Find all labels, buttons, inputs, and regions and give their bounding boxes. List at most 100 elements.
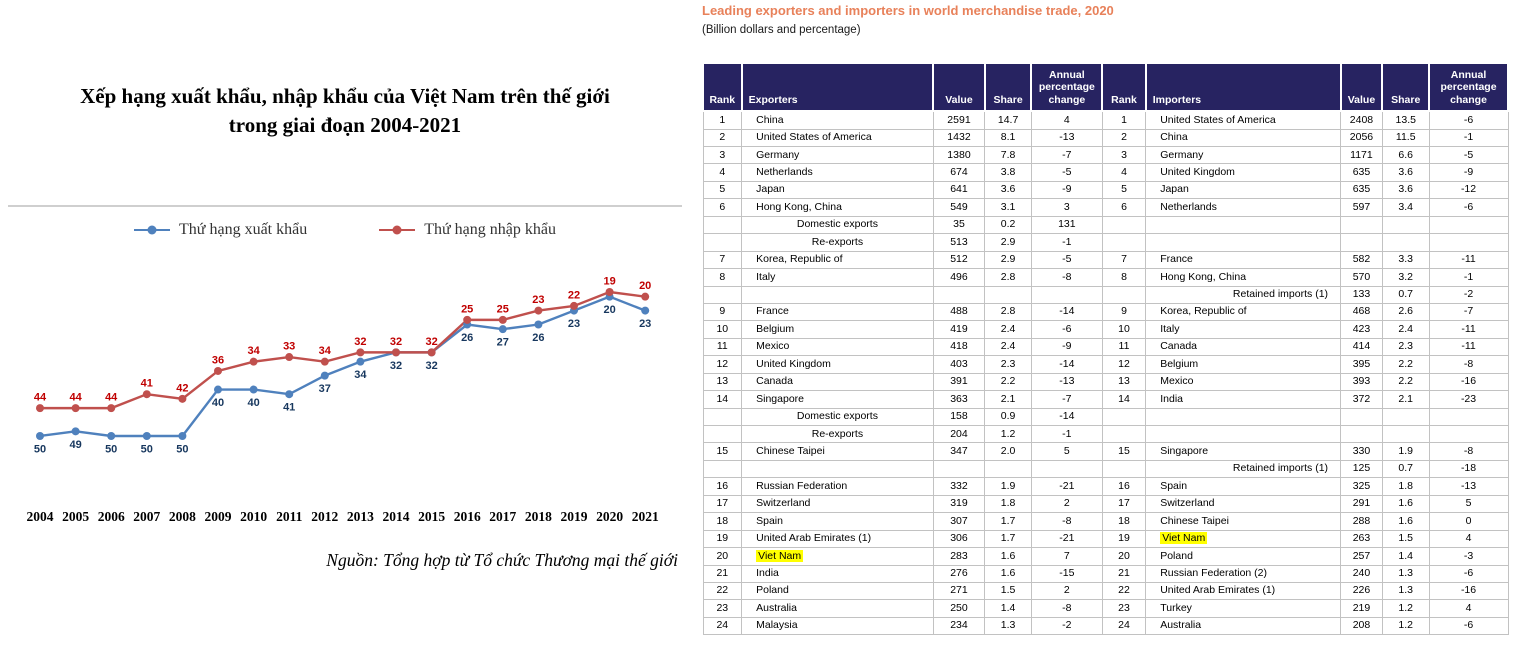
value-cell: 1.6 xyxy=(1381,512,1430,531)
value-cell: -8 xyxy=(1030,512,1103,531)
data-label: 50 xyxy=(176,443,188,455)
data-point xyxy=(641,292,650,301)
value-cell: 496 xyxy=(932,268,986,287)
country-cell: Italy xyxy=(1145,320,1342,339)
country-cell: Viet Nam xyxy=(741,547,934,566)
data-point xyxy=(249,357,258,366)
country-cell: Retained imports (1) xyxy=(1145,459,1342,479)
country-cell: Poland xyxy=(741,581,934,601)
table-row: 20 Viet Nam 283 1.6 7 20 Poland 257 1.4 -3 xyxy=(702,547,1509,566)
value-cell: 1.2 xyxy=(1381,599,1430,618)
legend-line-marker-icon xyxy=(134,225,171,235)
value-cell: 11 xyxy=(1101,337,1147,357)
table-row: 12 United Kingdom 403 2.3 -14 12 Belgium 395 2.2… xyxy=(702,355,1509,374)
value-cell: 13 xyxy=(702,372,743,392)
country-cell xyxy=(1145,424,1342,444)
country-cell xyxy=(741,285,934,304)
value-cell xyxy=(702,407,743,427)
chart-title-line1: Xếp hạng xuất khẩu, nhập khẩu của Việt N… xyxy=(80,84,610,108)
value-cell: 403 xyxy=(932,355,986,374)
country-cell xyxy=(1145,233,1342,252)
value-cell: -11 xyxy=(1428,337,1509,357)
data-label: 26 xyxy=(461,332,473,344)
chart-title: Xếp hạng xuất khẩu, nhập khẩu của Việt N… xyxy=(20,82,670,141)
country-cell: Mexico xyxy=(741,337,934,357)
chart-panel: Xếp hạng xuất khẩu, nhập khẩu của Việt N… xyxy=(0,0,690,648)
value-cell: -12 xyxy=(1428,180,1509,200)
value-cell: 1.2 xyxy=(984,424,1032,444)
value-cell xyxy=(1340,424,1383,444)
data-label: 37 xyxy=(319,383,331,395)
value-cell: 19 xyxy=(1101,529,1147,549)
col-header-rank-importers: Rank xyxy=(1101,61,1147,113)
value-cell: -8 xyxy=(1428,355,1509,374)
value-cell: 2.3 xyxy=(1381,337,1430,357)
value-cell: 7 xyxy=(1030,547,1103,566)
value-cell: -6 xyxy=(1428,110,1509,130)
value-cell: 3.6 xyxy=(1381,163,1430,182)
value-cell: 12 xyxy=(1101,355,1147,374)
value-cell: 13.5 xyxy=(1381,110,1430,130)
value-cell: 2 xyxy=(1030,494,1103,514)
value-cell: 7 xyxy=(1101,250,1147,270)
legend-item-import: Thứ hạng nhập khẩu xyxy=(379,221,556,239)
data-label: 19 xyxy=(603,276,615,288)
col-header-annual-change-importers: Annual percentage change xyxy=(1428,61,1509,113)
value-cell xyxy=(702,215,743,235)
value-cell: 2.9 xyxy=(984,250,1032,270)
value-cell: -1 xyxy=(1030,233,1103,252)
value-cell: -6 xyxy=(1428,564,1509,583)
table-row: 17 Switzerland 319 1.8 2 17 Switzerland 291 1.6 5 xyxy=(702,494,1509,514)
data-label: 32 xyxy=(390,360,402,372)
value-cell: 2 xyxy=(1101,128,1147,148)
value-cell: 2.1 xyxy=(1381,390,1430,409)
x-axis-label: 2013 xyxy=(347,509,374,524)
value-cell: -23 xyxy=(1428,390,1509,409)
value-cell xyxy=(1340,407,1383,427)
value-cell: 1380 xyxy=(932,145,986,165)
value-cell: 8 xyxy=(1101,268,1147,287)
value-cell: 512 xyxy=(932,250,986,270)
country-cell: Belgium xyxy=(741,320,934,339)
col-header-annual-change-exporters: Annual percentage change xyxy=(1030,61,1104,113)
value-cell: 2.4 xyxy=(984,337,1032,357)
data-point xyxy=(107,404,116,413)
value-cell: 22 xyxy=(702,581,743,601)
data-label: 41 xyxy=(141,378,153,390)
value-cell: 395 xyxy=(1340,355,1383,374)
value-cell: 133 xyxy=(1340,285,1383,304)
country-cell: Italy xyxy=(741,268,934,287)
table-row: 4 Netherlands 674 3.8 -5 4 United Kingdom 635 3.… xyxy=(702,163,1509,182)
value-cell: 1.7 xyxy=(984,512,1032,531)
value-cell: 306 xyxy=(932,529,986,549)
x-axis-label: 2006 xyxy=(98,509,125,524)
value-cell: -5 xyxy=(1030,163,1103,182)
value-cell: 6 xyxy=(1101,198,1147,217)
value-cell xyxy=(1340,233,1383,252)
value-cell: 330 xyxy=(1340,442,1383,461)
value-cell: 393 xyxy=(1340,372,1383,392)
value-cell: -21 xyxy=(1030,477,1103,496)
value-cell: -8 xyxy=(1030,268,1103,287)
data-point xyxy=(142,431,151,440)
table-row: 15 Chinese Taipei 347 2.0 5 15 Singapore 330 1.9… xyxy=(702,442,1509,461)
series-line-import xyxy=(40,290,646,410)
country-cell: Singapore xyxy=(741,390,934,409)
country-cell: Hong Kong, China xyxy=(741,198,934,217)
value-cell xyxy=(1381,233,1430,252)
country-cell: Singapore xyxy=(1145,442,1342,461)
value-cell xyxy=(1381,215,1430,235)
data-label: 34 xyxy=(354,369,367,381)
value-cell: -9 xyxy=(1428,163,1509,182)
data-point xyxy=(356,357,365,366)
country-cell: Chinese Taipei xyxy=(741,442,934,461)
x-axis-label: 2018 xyxy=(525,509,552,524)
value-cell: 414 xyxy=(1340,337,1383,357)
x-axis-label: 2010 xyxy=(240,509,267,524)
value-cell: 2.4 xyxy=(1381,320,1430,339)
value-cell: 2.2 xyxy=(984,372,1032,392)
value-cell: 635 xyxy=(1340,180,1383,200)
country-cell: Spain xyxy=(741,512,934,531)
value-cell xyxy=(1101,424,1147,444)
